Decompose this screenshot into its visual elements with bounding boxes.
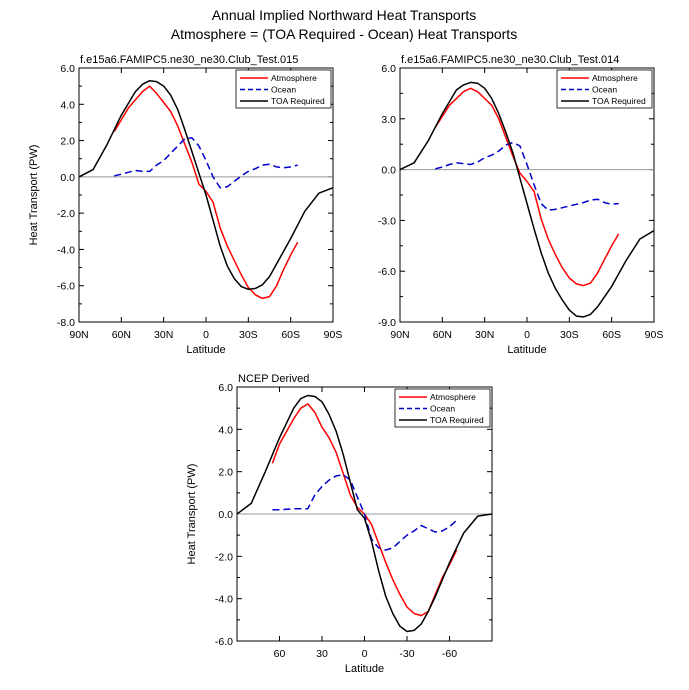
chart2-ytick-label: -2.0 bbox=[215, 551, 233, 563]
chart2-xtick-label: -60 bbox=[442, 648, 457, 660]
chart1-ytick-label: -6.0 bbox=[378, 266, 396, 278]
chart1-series-toa-required bbox=[400, 81, 654, 318]
figure-title-line1: Annual Implied Northward Heat Transports bbox=[212, 7, 477, 23]
chart2-legend-label-ocean: Ocean bbox=[430, 404, 455, 414]
chart0-panel-title: f.e15a6.FAMIPC5.ne30_ne30.Club_Test.015 bbox=[80, 54, 298, 66]
chart0-ytick-label: -2.0 bbox=[57, 208, 75, 220]
chart0-xtick-label: 90N bbox=[69, 329, 88, 341]
chart1-xtick-label: 30S bbox=[560, 329, 579, 341]
chart2-xtick-label: 60 bbox=[274, 648, 286, 660]
chart1-ytick-label: -9.0 bbox=[378, 317, 396, 329]
chart1-legend-label-ocean: Ocean bbox=[592, 85, 617, 95]
chart2-ytick-label: 4.0 bbox=[218, 424, 233, 436]
chart0-legend-label-ocean: Ocean bbox=[271, 85, 296, 95]
chart1-legend-label-toa-required: TOA Required bbox=[592, 96, 646, 106]
chart0-ytick-label: -6.0 bbox=[57, 281, 75, 293]
chart2-panel-title: NCEP Derived bbox=[238, 373, 309, 385]
chart1-ytick-label: 0.0 bbox=[381, 165, 396, 177]
chart1-ytick-label: -3.0 bbox=[378, 215, 396, 227]
chart1-series-ocean bbox=[435, 141, 619, 211]
chart0-ytick-label: 6.0 bbox=[60, 63, 75, 75]
chart2-legend-label-toa-required: TOA Required bbox=[430, 415, 484, 425]
chart2-xtick-label: 30 bbox=[316, 648, 328, 660]
chart0-ytick-label: 0.0 bbox=[60, 172, 75, 184]
chart0-series-ocean bbox=[114, 137, 298, 189]
chart2-series-toa-required bbox=[237, 394, 492, 633]
chart0-xtick-label: 30N bbox=[154, 329, 173, 341]
chart1-ytick-label: 6.0 bbox=[381, 63, 396, 75]
chart2-x-axis-label: Latitude bbox=[345, 663, 384, 675]
chart0-x-axis-label: Latitude bbox=[186, 344, 225, 356]
chart2-ytick-label: -6.0 bbox=[215, 636, 233, 648]
chart1-xtick-label: 60S bbox=[602, 329, 621, 341]
chart1-xtick-label: 90N bbox=[390, 329, 409, 341]
chart-panel-test-015: f.e15a6.FAMIPC5.ne30_ne30.Club_Test.015 -… bbox=[28, 54, 342, 356]
chart2-ytick-label: 0.0 bbox=[218, 509, 233, 521]
chart1-legend-label-atmosphere: Atmosphere bbox=[592, 73, 638, 83]
chart2-xtick-label: 0 bbox=[362, 648, 368, 660]
chart0-ytick-label: 2.0 bbox=[60, 136, 75, 148]
chart2-ytick-label: 2.0 bbox=[218, 467, 233, 479]
chart1-xtick-label: 60N bbox=[433, 329, 452, 341]
chart2-legend-label-atmosphere: Atmosphere bbox=[430, 392, 476, 402]
chart0-ytick-label: -8.0 bbox=[57, 317, 75, 329]
chart0-legend-label-toa-required: TOA Required bbox=[271, 96, 325, 106]
chart0-ytick-label: -4.0 bbox=[57, 244, 75, 256]
chart0-xtick-label: 60N bbox=[112, 329, 131, 341]
chart-panel-test-014: f.e15a6.FAMIPC5.ne30_ne30.Club_Test.014 -… bbox=[378, 54, 663, 356]
chart2-xtick-label: -30 bbox=[399, 648, 414, 660]
chart1-x-axis-label: Latitude bbox=[507, 344, 546, 356]
chart1-ytick-label: 3.0 bbox=[381, 114, 396, 126]
chart0-xtick-label: 0 bbox=[203, 329, 209, 341]
chart0-xtick-label: 60S bbox=[281, 329, 300, 341]
chart1-series-atmosphere bbox=[434, 87, 620, 287]
figure-title-line2: Atmosphere = (TOA Required - Ocean) Heat… bbox=[171, 26, 517, 42]
chart2-ytick-label: -4.0 bbox=[215, 594, 233, 606]
chart1-xtick-label: 0 bbox=[524, 329, 530, 341]
chart0-xtick-label: 90S bbox=[324, 329, 343, 341]
chart0-xtick-label: 30S bbox=[239, 329, 258, 341]
chart1-xtick-label: 30N bbox=[475, 329, 494, 341]
chart2-y-axis-label: Heat Transport (PW) bbox=[186, 464, 198, 565]
chart2-ytick-label: 6.0 bbox=[218, 382, 233, 394]
chart1-panel-title: f.e15a6.FAMIPC5.ne30_ne30.Club_Test.014 bbox=[401, 54, 619, 66]
chart0-series-toa-required bbox=[79, 79, 333, 291]
chart2-series-ocean bbox=[272, 474, 458, 551]
chart0-legend-label-atmosphere: Atmosphere bbox=[271, 73, 317, 83]
chart-panel-ncep-derived: NCEP Derived -6.0 -4.0 -2.0 0.0 2.0 4.0 6.0 60 30… bbox=[186, 373, 493, 675]
chart0-y-axis-label: Heat Transport (PW) bbox=[28, 145, 40, 246]
chart0-ytick-label: 4.0 bbox=[60, 99, 75, 111]
chart2-series-atmosphere bbox=[271, 403, 458, 617]
chart0-series-atmosphere bbox=[113, 85, 299, 300]
chart1-xtick-label: 90S bbox=[645, 329, 664, 341]
